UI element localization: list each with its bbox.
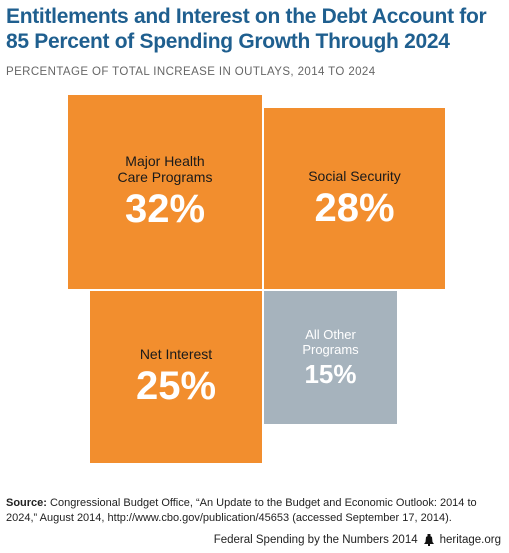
tile-all-other-programs: All Other Programs 15%: [264, 291, 397, 424]
chart-title: Entitlements and Interest on the Debt Ac…: [6, 5, 487, 53]
footer-publication: Federal Spending by the Numbers 2014: [213, 534, 418, 546]
tile-major-health-care-programs: Major Health Care Programs 32%: [68, 95, 262, 289]
tile-net-interest: Net Interest 25%: [90, 291, 262, 463]
footer: Federal Spending by the Numbers 2014 her…: [214, 534, 501, 546]
source-text: Congressional Budget Office, “An Update …: [6, 497, 477, 524]
tile-value: 15%: [304, 358, 357, 389]
footer-site: heritage.org: [439, 534, 501, 546]
tile-label: Major Health Care Programs: [117, 153, 213, 185]
tile-label: All Other Programs: [302, 326, 359, 357]
tile-value: 28%: [314, 185, 395, 230]
tile-label: Social Security: [308, 167, 401, 184]
chart-subtitle: PERCENTAGE OF TOTAL INCREASE IN OUTLAYS,…: [6, 66, 376, 78]
tile-value: 25%: [135, 364, 217, 408]
tile-value: 32%: [124, 187, 206, 231]
source-prefix: Source:: [6, 497, 47, 509]
liberty-bell-icon: [423, 534, 434, 546]
tile-label: Net Interest: [139, 346, 213, 362]
source-note: Source: Congressional Budget Office, “An…: [6, 496, 506, 526]
tile-social-security: Social Security 28%: [264, 108, 445, 289]
